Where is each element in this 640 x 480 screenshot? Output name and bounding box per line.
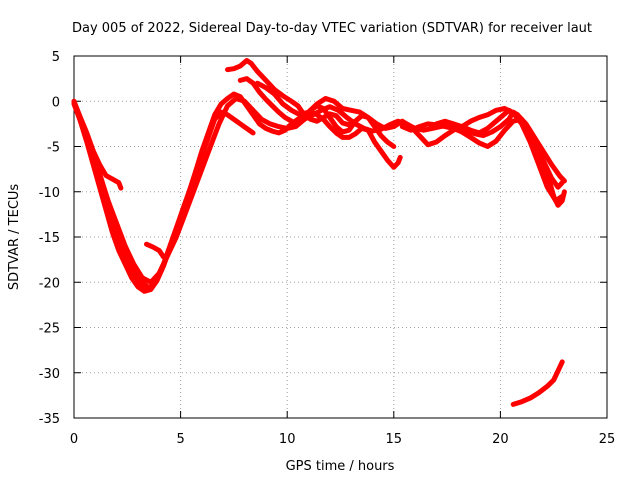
x-tick-label: 25 [599,432,616,447]
series-line-trace-2 [71,91,403,294]
series-line-trace-4 [71,101,152,291]
series-group [71,58,567,407]
series-line-trace-8 [237,76,358,135]
y-axis-label: SDTVAR / TECUs [7,184,22,291]
y-tick-label: -10 [39,186,60,201]
x-tick-label: 0 [70,432,78,447]
x-tick-label: 20 [492,432,509,447]
series-line-trace-12 [510,359,565,407]
x-tick-label: 5 [176,432,184,447]
series-line-trace-6 [144,241,166,260]
y-tick-label: -15 [39,231,60,246]
series-line-trace-10 [399,116,567,208]
y-tick-label: -5 [47,141,60,156]
y-tick-label: 0 [52,95,60,110]
y-tick-label: -25 [39,322,60,337]
series-line-trace-11 [433,107,565,204]
series-line-trace-5 [84,134,124,191]
x-axis-label: GPS time / hours [286,459,395,474]
y-tick-label: -30 [39,367,60,382]
chart-title: Day 005 of 2022, Sidereal Day-to-day VTE… [72,21,592,36]
x-tick-label: 15 [386,432,403,447]
x-tick-label: 10 [279,432,296,447]
y-tick-label: -20 [39,276,60,291]
y-tick-label: -35 [39,412,60,427]
axis-ticks: 0 5 10 15 20 25 5 0 -5 -10 -15 -20 -25 -30 -35 [39,50,616,447]
y-tick-label: 5 [52,50,60,65]
